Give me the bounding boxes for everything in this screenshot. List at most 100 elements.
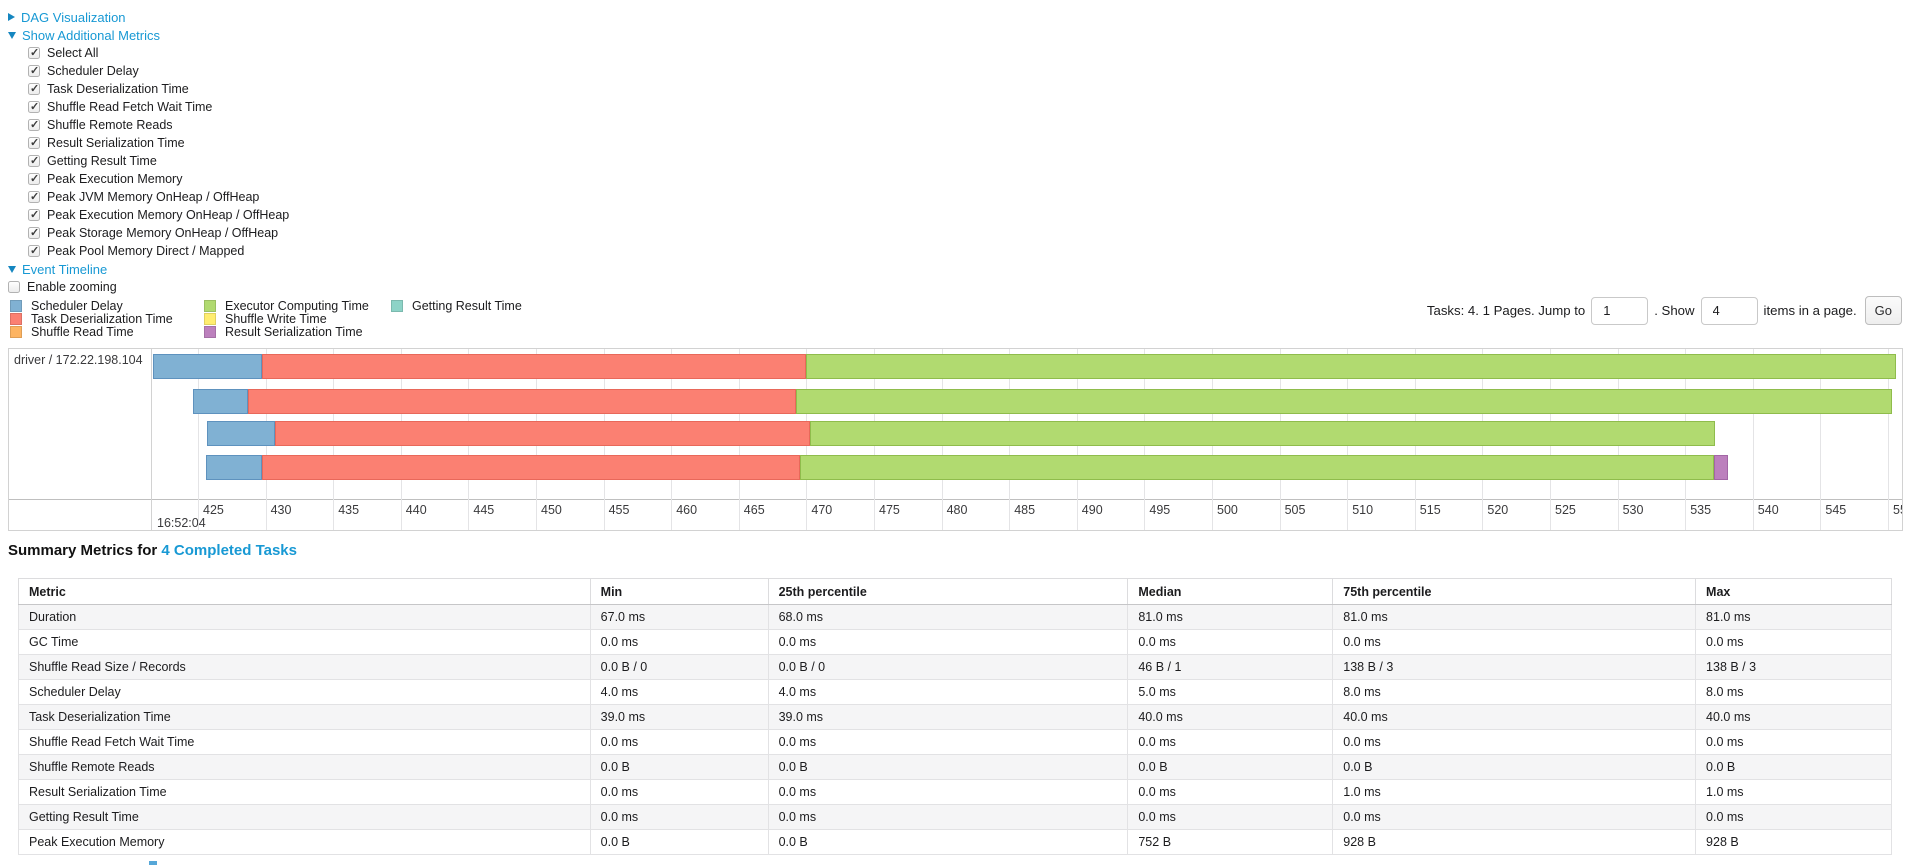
metric-name-cell: Peak Execution Memory: [18, 829, 591, 855]
metric-shuffle-read-fetch-wait-time-row: Shuffle Read Fetch Wait Time: [8, 98, 289, 116]
metric-value-cell: 0.0 B: [767, 829, 1129, 855]
table-row-task-deserialization-time: Task Deserialization Time 39.0 ms 39.0 ms 4…: [18, 704, 1892, 730]
metric-shuffle-remote-reads-checkbox[interactable]: [28, 118, 40, 131]
metric-value-cell: 0.0 B / 0: [767, 654, 1129, 680]
task-bar-task-deserialization[interactable]: [261, 354, 807, 379]
jump-to-page-input[interactable]: [1591, 296, 1649, 325]
metric-task-deserialization-time-label: Task Deserialization Time: [47, 82, 189, 96]
metric-peak-execution-memory-checkbox[interactable]: [28, 172, 40, 185]
metric-value-cell: 5.0 ms: [1127, 679, 1334, 705]
metric-value-cell: 81.0 ms: [1332, 604, 1697, 630]
legend-item-result-serialization: Result Serialization Time: [204, 325, 369, 339]
metric-value-cell: 4.0 ms: [589, 679, 769, 705]
task-bar-executor-computing[interactable]: [799, 455, 1714, 480]
go-button[interactable]: Go: [1864, 296, 1902, 325]
metric-peak-execution-memory-onheap-offheap-checkbox[interactable]: [28, 208, 40, 221]
enable-zooming-row: Enable zooming: [8, 278, 289, 296]
metric-value-cell: 138 B / 3: [1695, 654, 1892, 680]
event-timeline-section-toggle[interactable]: Event Timeline: [8, 260, 289, 278]
axis-tick-label: 475: [879, 503, 900, 517]
metric-task-deserialization-time-row: Task Deserialization Time: [8, 80, 289, 98]
axis-tick: [400, 499, 402, 530]
metric-value-cell: 39.0 ms: [767, 704, 1129, 730]
shuffle-read-swatch-icon: [10, 325, 22, 338]
metric-peak-pool-memory-direct-mapped-row: Peak Pool Memory Direct / Mapped: [8, 242, 289, 260]
metric-peak-storage-memory-onheap-offheap-label: Peak Storage Memory OnHeap / OffHeap: [47, 226, 279, 240]
task-pagination: Tasks: 4. 1 Pages. Jump to . Show items …: [1427, 296, 1902, 325]
metric-name-cell: Getting Result Time: [18, 804, 591, 830]
metric-peak-pool-memory-direct-mapped-label: Peak Pool Memory Direct / Mapped: [47, 244, 245, 258]
task-bar-task-deserialization[interactable]: [261, 455, 800, 480]
scheduler-delay-swatch-icon: [10, 299, 22, 312]
axis-tick: [1076, 499, 1078, 530]
task-bar-executor-computing[interactable]: [795, 389, 1893, 414]
metric-value-cell: 0.0 ms: [767, 729, 1129, 755]
axis-tick: [941, 499, 943, 530]
task-bar-task-deserialization[interactable]: [248, 389, 796, 414]
summary-header-row: Metric Min 25th percentile Median 75th perce…: [18, 578, 1892, 605]
metric-scheduler-delay-checkbox[interactable]: [28, 64, 40, 77]
axis-tick: [333, 499, 335, 530]
items-per-page-input[interactable]: [1700, 296, 1758, 325]
axis-tick-label: 480: [946, 503, 968, 517]
axis-tick: [806, 499, 808, 530]
axis-tick-label: 435: [338, 503, 360, 517]
completed-tasks-link[interactable]: 4 Completed Tasks: [161, 542, 297, 559]
axis-tick-label: 455: [608, 503, 630, 517]
grid-line: [1888, 349, 1889, 499]
axis-tick: [738, 499, 740, 530]
axis-tick-label: 525: [1555, 503, 1576, 517]
metric-value-cell: 0.0 ms: [1332, 804, 1697, 830]
axis-tick: [1820, 499, 1822, 530]
metric-getting-result-time-checkbox[interactable]: [28, 154, 40, 167]
event-timeline-link[interactable]: Event Timeline: [22, 261, 108, 277]
show-additional-metrics-section-toggle[interactable]: Show Additional Metrics: [8, 26, 289, 44]
metric-value-cell: 8.0 ms: [1695, 679, 1892, 705]
axis-tick-label: 500: [1217, 503, 1238, 517]
show-additional-metrics-link[interactable]: Show Additional Metrics: [22, 27, 161, 43]
metric-value-cell: 928 B: [1695, 829, 1892, 855]
axis-tick-label: 505: [1284, 503, 1306, 517]
dag-visualization-section-toggle[interactable]: DAG Visualization: [8, 8, 289, 26]
legend-item-shuffle-write: Shuffle Write Time: [204, 312, 369, 326]
metric-shuffle-read-fetch-wait-time-checkbox[interactable]: [28, 100, 40, 113]
metric-value-cell: 0.0 ms: [589, 629, 769, 655]
metric-peak-storage-memory-onheap-offheap-checkbox[interactable]: [28, 226, 40, 239]
metric-task-deserialization-time-checkbox[interactable]: [28, 82, 40, 95]
metric-select-all-checkbox[interactable]: [28, 46, 40, 59]
axis-tick-label: 515: [1419, 503, 1441, 517]
task-bar-result-serialization[interactable]: [1713, 455, 1729, 480]
metric-name-cell: Task Deserialization Time: [18, 704, 591, 730]
legend-label: Scheduler Delay: [31, 298, 123, 313]
metric-value-cell: 0.0 ms: [767, 629, 1129, 655]
task-bar-executor-computing[interactable]: [810, 421, 1715, 446]
axis-tick-label: 490: [1081, 503, 1103, 517]
metric-value-cell: 46 B / 1: [1127, 654, 1334, 680]
metric-name-cell: GC Time: [18, 629, 591, 655]
task-bar-scheduler-delay[interactable]: [153, 354, 262, 379]
metric-result-serialization-time-checkbox[interactable]: [28, 136, 40, 149]
metric-shuffle-read-fetch-wait-time-label: Shuffle Read Fetch Wait Time: [47, 100, 213, 114]
axis-tick: [1144, 499, 1146, 530]
metric-peak-jvm-memory-onheap-offheap-label: Peak JVM Memory OnHeap / OffHeap: [47, 190, 260, 204]
enable-zooming-checkbox[interactable]: [8, 281, 20, 293]
legend-item-executor-computing: Executor Computing Time: [204, 299, 369, 313]
metric-getting-result-time-row: Getting Result Time: [8, 152, 289, 170]
metric-peak-pool-memory-direct-mapped-checkbox[interactable]: [28, 244, 40, 257]
column-header-75th-percentile: 75th percentile: [1332, 578, 1697, 605]
expanded-arrow-icon: [8, 265, 16, 273]
pagination-summary-text: Tasks: 4. 1 Pages. Jump to: [1426, 303, 1586, 318]
axis-tick: [1617, 499, 1619, 530]
metric-value-cell: 138 B / 3: [1332, 654, 1697, 680]
dag-visualization-link[interactable]: DAG Visualization: [21, 9, 126, 25]
table-row-gc-time: GC Time 0.0 ms 0.0 ms 0.0 ms 0.0 ms 0.0 ms: [18, 629, 1892, 655]
task-bar-scheduler-delay[interactable]: [206, 455, 262, 480]
task-bar-executor-computing[interactable]: [806, 354, 1897, 379]
task-bar-scheduler-delay[interactable]: [192, 389, 248, 414]
axis-tick: [1347, 499, 1349, 530]
task-bar-task-deserialization[interactable]: [275, 421, 811, 446]
task-bar-scheduler-delay[interactable]: [207, 421, 276, 446]
metric-peak-jvm-memory-onheap-offheap-checkbox[interactable]: [28, 190, 40, 203]
axis-tick: [536, 499, 537, 530]
axis-tick-label: 460: [676, 503, 698, 517]
